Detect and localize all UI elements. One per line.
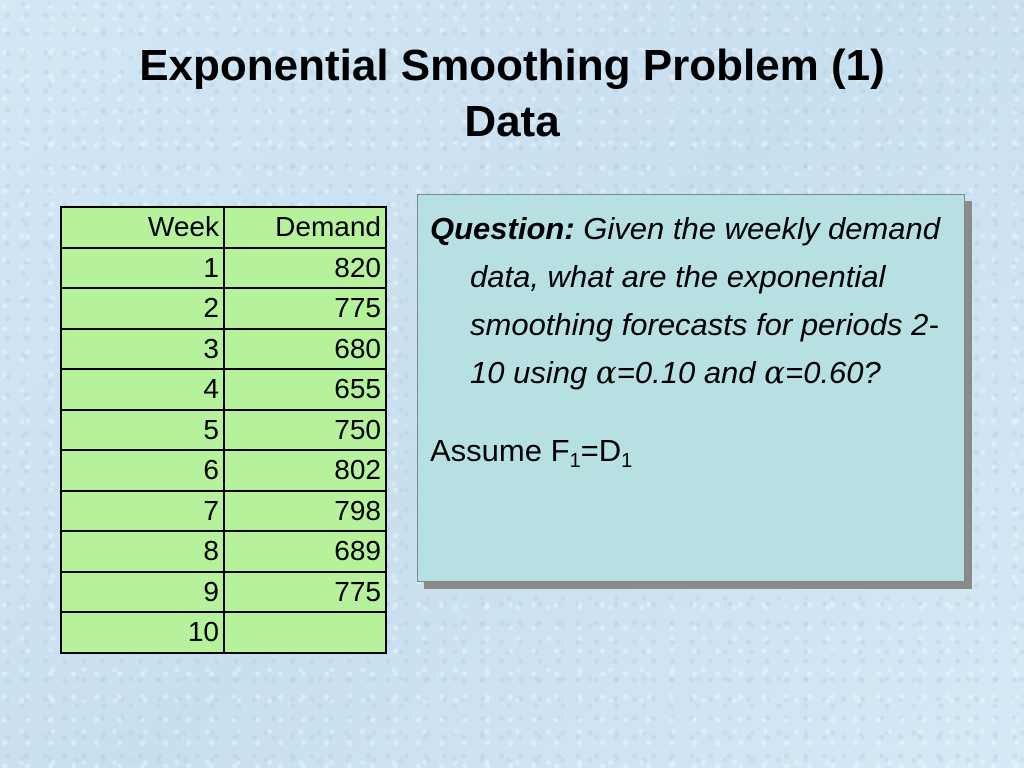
table-row: 6 802 bbox=[60, 449, 387, 492]
demand-cell: 689 bbox=[223, 530, 387, 573]
table-row: 7 798 bbox=[60, 489, 387, 532]
week-cell: 4 bbox=[60, 368, 225, 411]
table-row: 8 689 bbox=[60, 530, 387, 573]
assumption-text: Assume F1=D1 bbox=[430, 427, 954, 475]
alpha-symbol: α bbox=[764, 355, 786, 391]
demand-cell: 775 bbox=[223, 287, 387, 330]
question-body-part-3: =0.60? bbox=[785, 355, 881, 390]
week-cell: 2 bbox=[60, 287, 225, 330]
assume-prefix: Assume F bbox=[430, 433, 570, 468]
table-row: 3 680 bbox=[60, 327, 387, 370]
demand-cell: 655 bbox=[223, 368, 387, 411]
demand-cell: 680 bbox=[223, 327, 387, 370]
assume-subscript-1: 1 bbox=[569, 450, 581, 472]
week-cell: 7 bbox=[60, 489, 225, 532]
table-row: 9 775 bbox=[60, 570, 387, 613]
slide-title-line-1: Exponential Smoothing Problem (1) bbox=[139, 41, 885, 90]
week-cell: 9 bbox=[60, 570, 225, 613]
slide-title: Exponential Smoothing Problem (1) Data bbox=[0, 38, 1024, 150]
week-cell: 6 bbox=[60, 449, 225, 492]
slide-title-line-2: Data bbox=[464, 97, 560, 146]
week-cell: 8 bbox=[60, 530, 225, 573]
week-cell: 10 bbox=[60, 611, 225, 654]
week-cell: 1 bbox=[60, 246, 225, 289]
assume-mid: =D bbox=[580, 433, 622, 468]
table-row: 4 655 bbox=[60, 368, 387, 411]
question-text: Question: Given the weekly demand data, … bbox=[430, 205, 954, 397]
week-cell: 5 bbox=[60, 408, 225, 451]
demand-cell: 798 bbox=[223, 489, 387, 532]
demand-cell: 775 bbox=[223, 570, 387, 613]
table-row: 10 bbox=[60, 611, 387, 654]
assume-subscript-2: 1 bbox=[621, 450, 633, 472]
demand-cell: 750 bbox=[223, 408, 387, 451]
question-label: Question: bbox=[430, 211, 575, 246]
alpha-symbol: α bbox=[595, 355, 617, 391]
demand-table: Week Demand 1 820 2 775 3 680 4 655 5 75… bbox=[60, 206, 387, 654]
table-header-row: Week Demand bbox=[60, 206, 387, 249]
table-row: 2 775 bbox=[60, 287, 387, 330]
demand-cell: 802 bbox=[223, 449, 387, 492]
demand-cell bbox=[223, 611, 387, 654]
table-row: 5 750 bbox=[60, 408, 387, 451]
question-box: Question: Given the weekly demand data, … bbox=[417, 194, 965, 582]
column-header-week: Week bbox=[60, 206, 225, 249]
question-body-part-2: =0.10 and bbox=[616, 355, 765, 390]
week-cell: 3 bbox=[60, 327, 225, 370]
column-header-demand: Demand bbox=[223, 206, 387, 249]
demand-cell: 820 bbox=[223, 246, 387, 289]
question-body-part-1: Given the weekly demand data, what are t… bbox=[470, 211, 940, 390]
table-row: 1 820 bbox=[60, 246, 387, 289]
